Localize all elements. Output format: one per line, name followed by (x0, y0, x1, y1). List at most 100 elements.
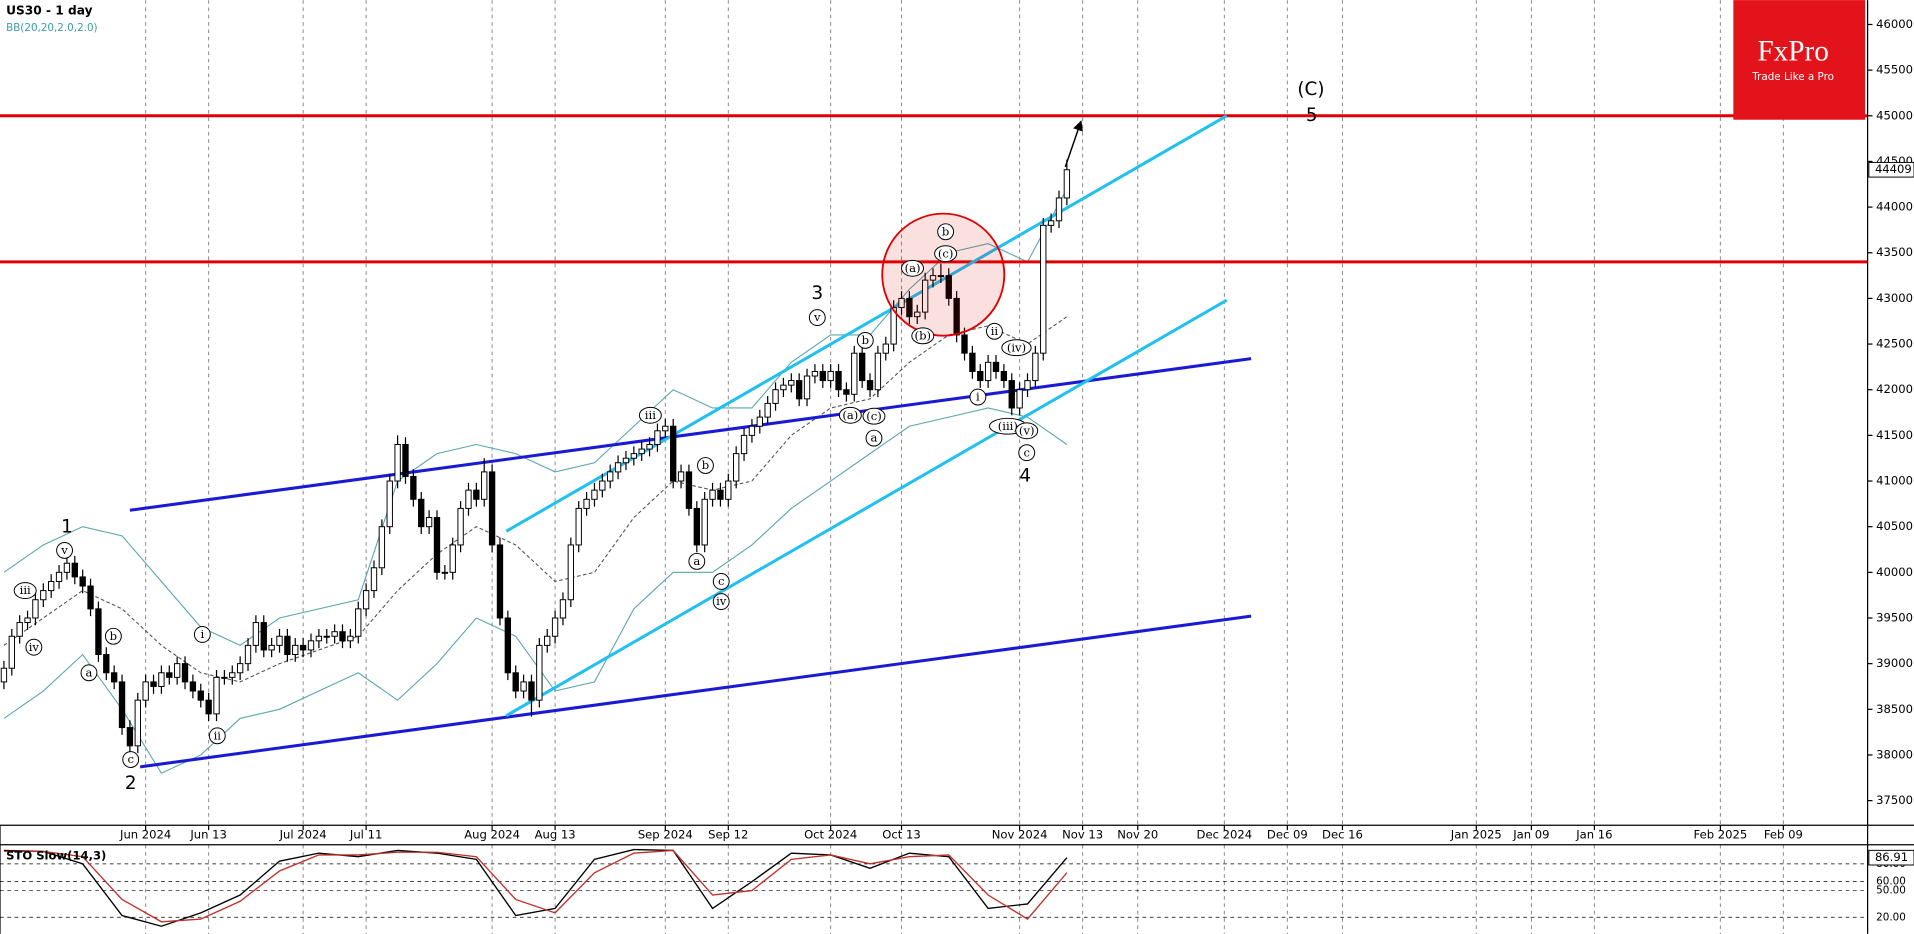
y-tick-label: 43000 (1876, 291, 1913, 305)
candle-body (386, 480, 393, 528)
x-tick-label: Jul 11 (349, 828, 382, 842)
wave-label: i (976, 390, 980, 404)
y-tick-label: 41000 (1876, 474, 1913, 488)
candle-body (134, 699, 141, 747)
candle-body (788, 380, 795, 386)
candle-body (914, 311, 921, 318)
y-tick-label: 45000 (1876, 108, 1913, 122)
candle-body (937, 275, 945, 278)
candle-body (488, 471, 496, 546)
candle-body (95, 608, 102, 656)
chart-title: US30 - 1 day (6, 4, 92, 18)
main-panel (0, 0, 1868, 826)
wave-label-circle (13, 582, 37, 600)
candle-body (166, 672, 173, 678)
candle-body (126, 727, 134, 747)
candle-body (496, 544, 504, 619)
wave-label: ii (991, 324, 999, 338)
candle-body (441, 571, 449, 574)
wave-label: 2 (125, 773, 137, 794)
candle-body (654, 430, 661, 445)
candle-body (544, 635, 551, 646)
candle-body (528, 681, 535, 701)
wave-label-circle (808, 309, 826, 327)
candle-body (260, 622, 267, 651)
y-tick-label: 39000 (1876, 656, 1913, 670)
candle-body (677, 471, 685, 482)
candle-body (55, 571, 63, 582)
candle-body (402, 444, 409, 477)
candle-body (268, 644, 275, 651)
candle-body (890, 307, 897, 345)
y-tick-label: 60.00 (1876, 876, 1906, 888)
x-tick-label: Sep 2024 (638, 828, 693, 842)
candle-body (717, 489, 724, 500)
candle-body (992, 361, 1000, 372)
stochastic-title: STO Slow(14,3) (6, 848, 106, 862)
wave-label-circle (638, 406, 662, 424)
candle-body (622, 457, 630, 464)
last-value-box (1868, 849, 1914, 866)
last-price-box (1868, 161, 1914, 178)
wave-label-circle (986, 322, 1003, 340)
wave-label-circle (856, 331, 874, 349)
logo: FxPro Trade Like a Pro (1733, 0, 1866, 120)
wave-label: a (871, 431, 878, 445)
candle-body (929, 275, 937, 281)
candle-body (473, 489, 480, 500)
y-tick-label: 41500 (1876, 428, 1913, 442)
candle-body (1024, 380, 1031, 391)
wave-label: (c) (938, 246, 954, 260)
wave-label: b (942, 224, 949, 238)
candle-body (591, 489, 598, 500)
y-tick-label: 44000 (1876, 200, 1913, 214)
candle-body (323, 635, 330, 638)
candle-body (252, 622, 260, 646)
candle-body (197, 690, 204, 701)
wave-label-circle (80, 664, 98, 682)
bollinger-band (3, 407, 1068, 774)
wave-label-circle (712, 593, 730, 610)
stochastic-line (3, 849, 1068, 923)
x-tick-label: Oct 2024 (804, 828, 857, 842)
wave-label: c (718, 574, 725, 588)
candle-body (1063, 169, 1071, 199)
candle-body (670, 425, 677, 482)
wave-label-circle (193, 626, 211, 643)
candle-body (1055, 197, 1063, 222)
trendline (505, 298, 1228, 718)
candle-body (851, 352, 858, 395)
bollinger-band (3, 316, 1068, 683)
x-tick-label: Feb 2025 (1694, 828, 1748, 842)
candle-body (551, 617, 559, 637)
candle-body (898, 297, 905, 309)
candle-body (638, 448, 645, 455)
candle-body (150, 681, 157, 687)
y-tick-label: 39500 (1876, 610, 1913, 624)
candle-body (748, 425, 756, 436)
candle-body (284, 635, 291, 656)
wave-label-circle (25, 638, 43, 656)
x-tick-label: Sep 12 (708, 828, 748, 842)
candle-body (63, 562, 71, 573)
candle-body (559, 599, 567, 619)
candle-body (575, 507, 582, 546)
candle-body (819, 370, 826, 382)
y-tick-label: 40000 (1876, 565, 1913, 579)
candle-body (827, 370, 834, 382)
wave-label-circle (865, 429, 883, 447)
wave-label-circle (688, 552, 706, 570)
wave-label-circle (208, 727, 226, 745)
wave-label-circle (969, 388, 987, 406)
candle-body (103, 654, 110, 674)
candle-body (158, 672, 165, 687)
candle-body (410, 475, 417, 500)
candle-body (756, 416, 763, 427)
candle-body (733, 453, 740, 482)
candle-body (0, 667, 8, 683)
x-tick-label: Jan 16 (1575, 828, 1612, 842)
candle-body (772, 389, 779, 404)
y-tick-label: 40500 (1876, 519, 1913, 533)
wave-label: b (702, 458, 709, 472)
